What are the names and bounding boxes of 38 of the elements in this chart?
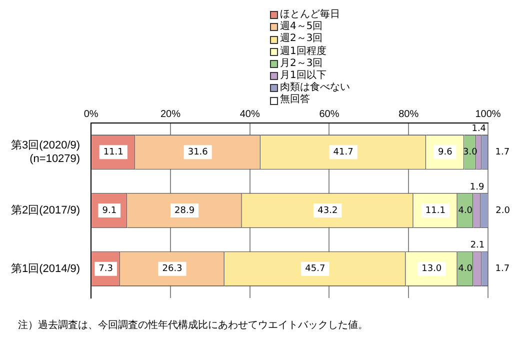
data-label: 45.7: [305, 264, 326, 274]
data-label: 28.9: [174, 206, 195, 216]
x-tick-label: 20%: [160, 108, 181, 120]
data-label: 4.0: [458, 264, 473, 274]
data-label: 13.0: [422, 264, 442, 274]
data-label: 43.2: [318, 206, 338, 216]
legend-label: 週4～5回: [280, 21, 323, 33]
legend-label: 月2～3回: [280, 58, 323, 70]
legend-label: 週2～3回: [280, 33, 323, 46]
text: 注）過去調査は、今回調査の性年代構成比にあわせてウエイトバックした値。: [18, 318, 368, 332]
data-label: 9.1: [102, 206, 117, 216]
legend-label: 週1回程度: [280, 46, 326, 58]
data-label: 1.4: [472, 124, 486, 134]
legend-label: 無回答: [280, 94, 310, 107]
data-label: 2.1: [470, 240, 485, 251]
y-tick-label: 第2回(2017/9): [10, 204, 80, 217]
x-tick-label: 100%: [475, 108, 501, 120]
legend-label: ほとんど毎日: [280, 9, 340, 21]
data-label: 1.9: [470, 182, 485, 192]
data-label: 2.0: [496, 206, 510, 216]
data-label: 31.6: [188, 148, 208, 158]
data-label: 1.7: [495, 264, 510, 274]
x-tick-label: 40%: [240, 108, 260, 120]
legend-label: 肉類は食べない: [280, 82, 350, 94]
data-label: 9.6: [438, 148, 453, 158]
legend-label: 月1回以下: [280, 70, 326, 82]
data-label: 1.7: [495, 148, 510, 158]
y-tick-label: 第1回(2014/9): [10, 262, 80, 275]
data-label: 11.1: [103, 148, 124, 158]
data-label: 7.3: [98, 264, 113, 274]
data-label: 41.7: [333, 148, 354, 158]
data-label: 11.1: [425, 206, 446, 216]
x-tick-label: 0%: [84, 108, 98, 120]
y-tick-label: 第3回(2020/9) (n=10279): [10, 140, 80, 165]
x-tick-label: 80%: [398, 108, 419, 120]
x-tick-label: 60%: [319, 108, 340, 120]
data-label: 26.3: [162, 264, 182, 274]
data-label: 4.0: [458, 206, 473, 216]
